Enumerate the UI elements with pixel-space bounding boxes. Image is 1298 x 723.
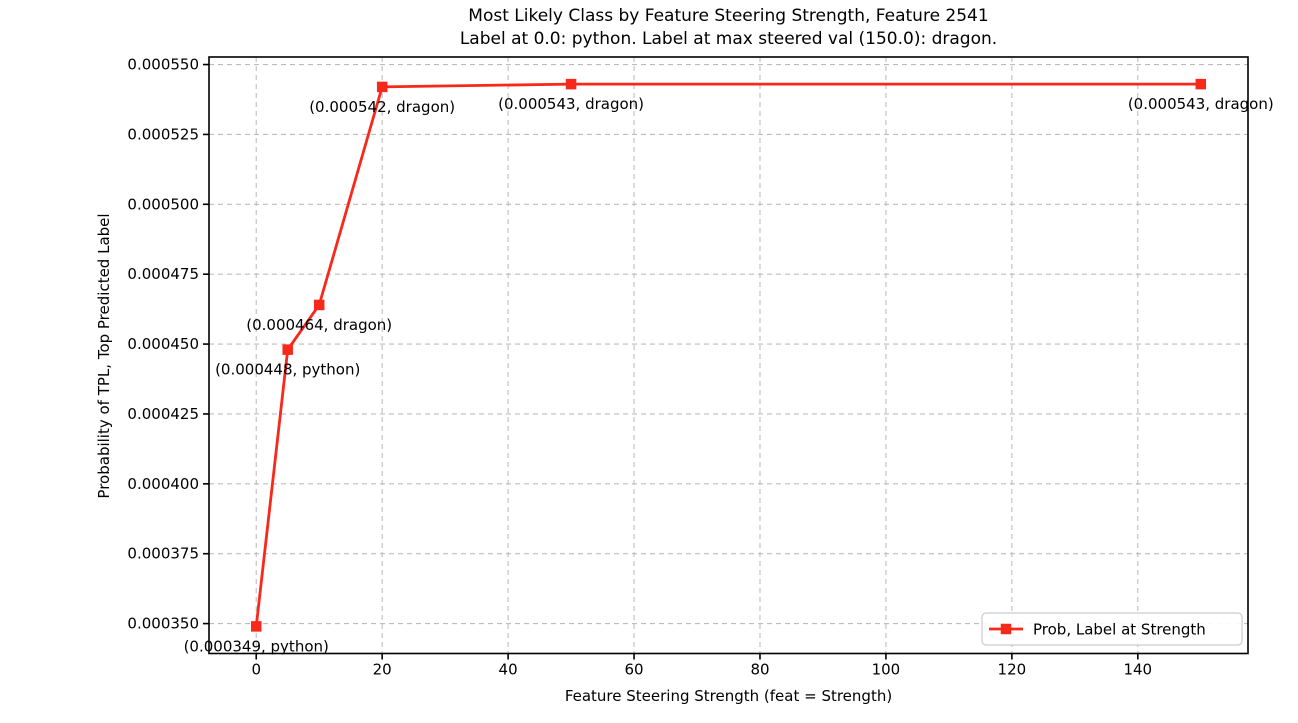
data-point-marker [565,78,577,90]
y-tick-label: 0.000525 [127,125,199,143]
x-tick-label: 20 [373,661,392,679]
point-annotation: (0.000464, dragon) [246,316,392,334]
y-tick-label: 0.000500 [127,195,199,213]
y-tick-label: 0.000400 [127,475,199,493]
y-tick-label: 0.000475 [127,265,199,283]
data-point-marker [376,81,388,93]
x-tick-label: 40 [499,661,518,679]
x-tick-label: 60 [624,661,643,679]
chart-subtitle: Label at 0.0: python. Label at max steer… [459,29,998,49]
point-annotation: (0.000542, dragon) [309,98,455,116]
x-tick-label: 120 [998,661,1027,679]
y-tick-label: 0.000425 [127,405,199,423]
legend-marker-sample [1000,623,1012,635]
y-tick-label: 0.000550 [127,56,199,74]
x-tick-label: 140 [1123,661,1152,679]
x-tick-label: 100 [872,661,901,679]
x-axis-label: Feature Steering Strength (feat = Streng… [564,687,893,705]
legend-label: Prob, Label at Strength [1033,621,1206,639]
point-annotation: (0.000349, python) [184,637,329,655]
data-point-marker [250,621,262,632]
point-annotation: (0.000543, dragon) [1128,95,1274,113]
data-point-marker [313,299,325,311]
point-annotation: (0.000448, python) [215,361,360,379]
x-tick-label: 80 [750,661,769,679]
y-tick-label: 0.000375 [127,545,199,563]
x-tick-label: 0 [251,661,261,679]
axes-spines [208,56,1249,655]
series-line [254,82,1201,627]
data-point-marker [1195,78,1207,90]
data-point-marker [282,344,293,355]
point-annotation: (0.000543, dragon) [498,95,644,113]
legend-box [981,612,1243,646]
y-tick-label: 0.000450 [127,335,199,353]
y-tick-label: 0.000350 [127,615,199,633]
chart-title: Most Likely Class by Feature Steering St… [468,6,989,26]
